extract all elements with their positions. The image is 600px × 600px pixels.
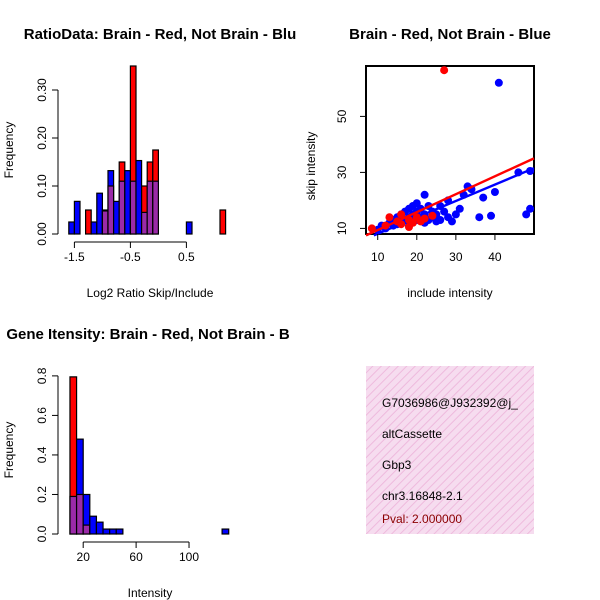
ratio-y-tick-label: 0.00 — [35, 222, 49, 246]
scatter-notbrain-point — [412, 199, 421, 208]
ratio-overlap-bar — [107, 185, 115, 235]
ratio-overlap-bar — [141, 211, 148, 235]
scatter-notbrain-point — [451, 210, 460, 219]
ratio-notbrain-bar — [90, 221, 98, 235]
intensity-overlap-bar — [82, 524, 91, 535]
ratio-y-tick-label: 0.20 — [35, 126, 49, 150]
ratio-notbrain-bar — [135, 159, 143, 235]
scatter-x-tick-label: 40 — [488, 250, 502, 264]
intensity-overlap-bar — [75, 493, 84, 535]
scatter-notbrain-point — [522, 210, 531, 219]
ratio-overlap-bar — [101, 210, 109, 235]
ratio-notbrain-bar — [68, 221, 76, 235]
intensity-y-tick-label: 0.2 — [35, 486, 49, 503]
scatter-ylabel: skip intensity — [304, 132, 318, 201]
scatter-axes: 10 20 30 40 10 30 50 — [335, 109, 502, 264]
ratio-x-tick-label: 0.5 — [178, 250, 195, 264]
ratio-histogram-bars — [68, 65, 227, 235]
gene-name-text: Gbp3 — [382, 458, 412, 472]
intensity-notbrain-bar — [95, 521, 104, 535]
ratio-histogram-ylabel: Frequency — [2, 122, 16, 179]
event-id-text: G7036986@J932392@j_ — [382, 396, 518, 410]
ratio-y-tick-label: 0.10 — [35, 174, 49, 198]
info-panel: G7036986@J932392@j_ altCassette Gbp3 chr… — [366, 366, 534, 534]
intensity-x-tick-label: 20 — [77, 550, 91, 564]
ratio-brain-bar — [219, 209, 227, 235]
ratio-histogram-xlabel: Log2 Ratio Skip/Include — [87, 286, 214, 300]
scatter-notbrain-point — [436, 216, 445, 224]
intensity-notbrain-bar — [89, 515, 98, 535]
intensity-notbrain-bar — [115, 528, 124, 535]
scatter-notbrain-point — [440, 207, 449, 216]
scatter-notbrain-point — [494, 78, 503, 87]
intensity-x-tick-label: 100 — [179, 550, 199, 564]
ratio-notbrain-bar — [112, 200, 120, 235]
intensity-y-tick-label: 0.0 — [35, 525, 49, 542]
ratio-brain-bar — [84, 209, 92, 235]
scatter-y-tick-label: 30 — [335, 165, 349, 179]
intensity-notbrain-bar — [102, 528, 111, 535]
scatter-notbrain-point — [455, 204, 464, 213]
ratio-overlap-bar — [146, 180, 154, 235]
intensity-y-tick-label: 0.8 — [35, 367, 49, 384]
intensity-notbrain-bar — [221, 528, 230, 535]
intensity-notbrain-bar — [109, 528, 117, 535]
intensity-y-tick-label: 0.4 — [35, 446, 49, 463]
scatter-brain-point — [416, 217, 425, 226]
scatter-brain-point — [440, 66, 449, 75]
info-box-background — [366, 366, 534, 534]
ratio-x-tick-label: -1.5 — [64, 250, 85, 264]
scatter-x-tick-label: 30 — [449, 250, 463, 264]
ratio-histogram-title: RatioData: Brain - Red, Not Brain - Blu — [24, 26, 297, 43]
ratio-notbrain-bar — [96, 192, 104, 235]
scatter-panel: Brain - Red, Not Brain - Blue include in… — [304, 26, 551, 300]
scatter-marks — [365, 65, 535, 237]
scatter-notbrain-point — [526, 204, 535, 213]
intensity-y-tick-label: 0.6 — [35, 407, 49, 424]
scatter-brain-point — [397, 220, 406, 229]
scatter-y-tick-label: 50 — [335, 109, 349, 123]
ratio-notbrain-bar — [185, 221, 193, 235]
intensity-histogram-ylabel: Frequency — [2, 422, 16, 479]
ratio-y-tick-label: 0.30 — [35, 78, 49, 102]
scatter-notbrain-point — [420, 190, 429, 199]
ratio-notbrain-bar — [73, 200, 81, 235]
scatter-notbrain-point — [487, 211, 496, 220]
scatter-brain-point — [367, 224, 376, 233]
intensity-histogram-bars — [69, 376, 230, 535]
intensity-histogram-panel: Gene Itensity: Brain - Red, Not Brain - … — [2, 326, 290, 600]
scatter-xlabel: include intensity — [407, 286, 492, 300]
intensity-overlap-bar — [69, 495, 78, 535]
pval-text: Pval: 2.000000 — [382, 512, 462, 526]
intensity-x-tick-label: 60 — [129, 550, 143, 564]
ratio-overlap-bar — [118, 180, 126, 235]
scatter-notbrain-point — [447, 217, 456, 226]
intensity-histogram-title: Gene Itensity: Brain - Red, Not Brain - … — [6, 326, 290, 343]
scatter-title: Brain - Red, Not Brain - Blue — [349, 26, 551, 43]
scatter-plot-frame — [365, 65, 535, 235]
scatter-x-tick-label: 10 — [371, 250, 385, 264]
ratio-histogram-axes: -1.5 -0.5 0.5 0.00 0.10 0.20 0.30 — [35, 78, 195, 264]
ratio-overlap-bar — [152, 180, 160, 235]
scatter-y-tick-label: 10 — [335, 221, 349, 235]
ratio-histogram-panel: RatioData: Brain - Red, Not Brain - Blu … — [2, 26, 296, 300]
location-text: chr3.16848-2.1 — [382, 489, 463, 503]
ratio-overlap-bar — [129, 180, 137, 235]
scatter-notbrain-point — [490, 188, 499, 196]
intensity-histogram-axes: 20 60 100 0.0 0.2 0.4 0.6 0.8 — [35, 367, 199, 564]
scatter-brain-point — [428, 211, 437, 220]
scatter-notbrain-point — [475, 213, 484, 222]
ratio-notbrain-bar — [124, 170, 132, 235]
scatter-notbrain-point — [479, 193, 488, 202]
scatter-brain-point — [385, 213, 394, 222]
ratio-x-tick-label: -0.5 — [120, 250, 141, 264]
scatter-x-tick-label: 20 — [410, 250, 424, 264]
scatter-brain-point — [404, 223, 413, 231]
event-type-text: altCassette — [382, 427, 442, 441]
scatter-brain-point — [381, 221, 390, 230]
intensity-histogram-xlabel: Intensity — [128, 586, 173, 600]
scatter-brain-point — [397, 210, 406, 219]
